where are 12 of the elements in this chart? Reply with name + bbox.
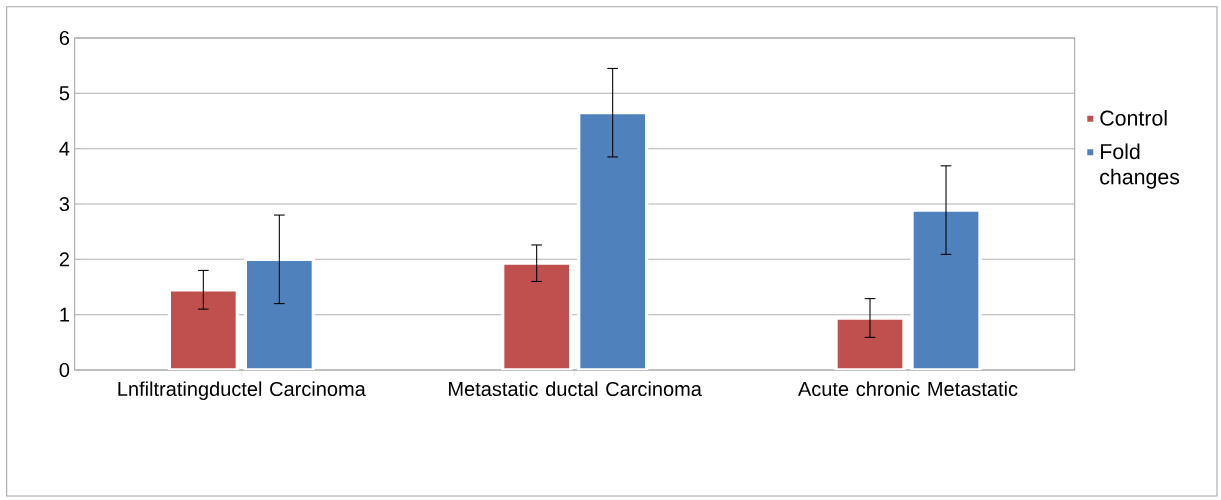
y-tick-label: 5	[59, 86, 70, 101]
y-tick-label: 2	[59, 252, 69, 267]
legend-label: Control	[1100, 110, 1167, 126]
y-tick-label: 4	[59, 141, 70, 156]
y-tick-label: 6	[59, 30, 70, 46]
x-tick-label: Metastatic ductal Carcinoma	[449, 381, 702, 397]
y-tick-label: 1	[60, 307, 69, 322]
x-tick-label: Acute chronic Metastatic	[798, 381, 1018, 397]
y-tick-label: 3	[59, 196, 70, 212]
legend-label: Fold changes	[1100, 143, 1180, 189]
x-tick-label: Lnfiltratingductel Carcinoma	[118, 381, 366, 401]
y-tick-label: 0	[59, 362, 70, 378]
